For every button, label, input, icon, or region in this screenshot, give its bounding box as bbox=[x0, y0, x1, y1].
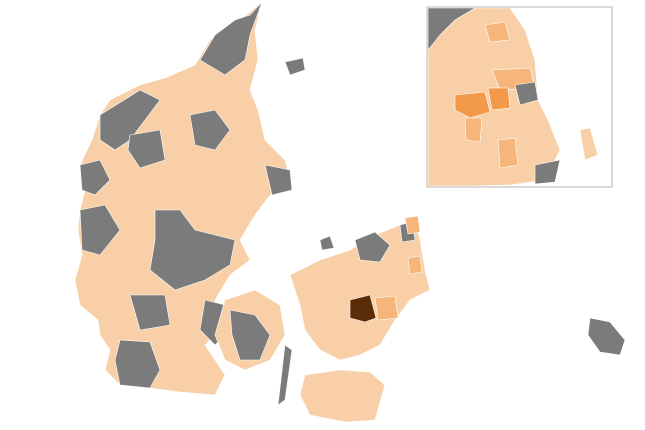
copenhagen-inset bbox=[426, 6, 613, 188]
zealand bbox=[289, 215, 431, 423]
inset-nodata bbox=[534, 159, 561, 185]
inset-mid-orange bbox=[454, 91, 491, 119]
region-nodata bbox=[129, 294, 171, 331]
region-nodata bbox=[149, 209, 236, 291]
jutland bbox=[74, 1, 293, 396]
region-nodata bbox=[264, 164, 293, 196]
region-nodata bbox=[99, 89, 161, 151]
inset-light-orange bbox=[497, 137, 519, 169]
langeland-nodata bbox=[277, 344, 293, 406]
region-light-orange bbox=[374, 295, 399, 321]
inset-light-orange bbox=[484, 21, 511, 43]
region-nodata bbox=[189, 109, 231, 151]
inset-island bbox=[579, 127, 599, 161]
bornholm-nodata bbox=[587, 317, 626, 356]
region-nodata bbox=[229, 309, 271, 361]
region-dark bbox=[349, 294, 377, 323]
funen bbox=[214, 289, 293, 406]
region-nodata bbox=[79, 204, 121, 256]
region-nodata bbox=[79, 159, 111, 196]
region-light-orange bbox=[407, 255, 423, 275]
inset-nodata bbox=[514, 81, 539, 106]
region-light-orange bbox=[404, 215, 421, 235]
islet-nodata bbox=[284, 57, 306, 76]
inset-light-orange bbox=[464, 117, 483, 143]
lolland-falster bbox=[299, 369, 386, 423]
region-nodata bbox=[199, 1, 263, 76]
islet-nodata bbox=[319, 235, 335, 251]
region-nodata bbox=[127, 129, 166, 169]
region-nodata bbox=[114, 339, 161, 389]
inset-nodata bbox=[427, 7, 476, 51]
region-nodata bbox=[354, 231, 391, 263]
inset-mid-orange bbox=[487, 87, 511, 111]
